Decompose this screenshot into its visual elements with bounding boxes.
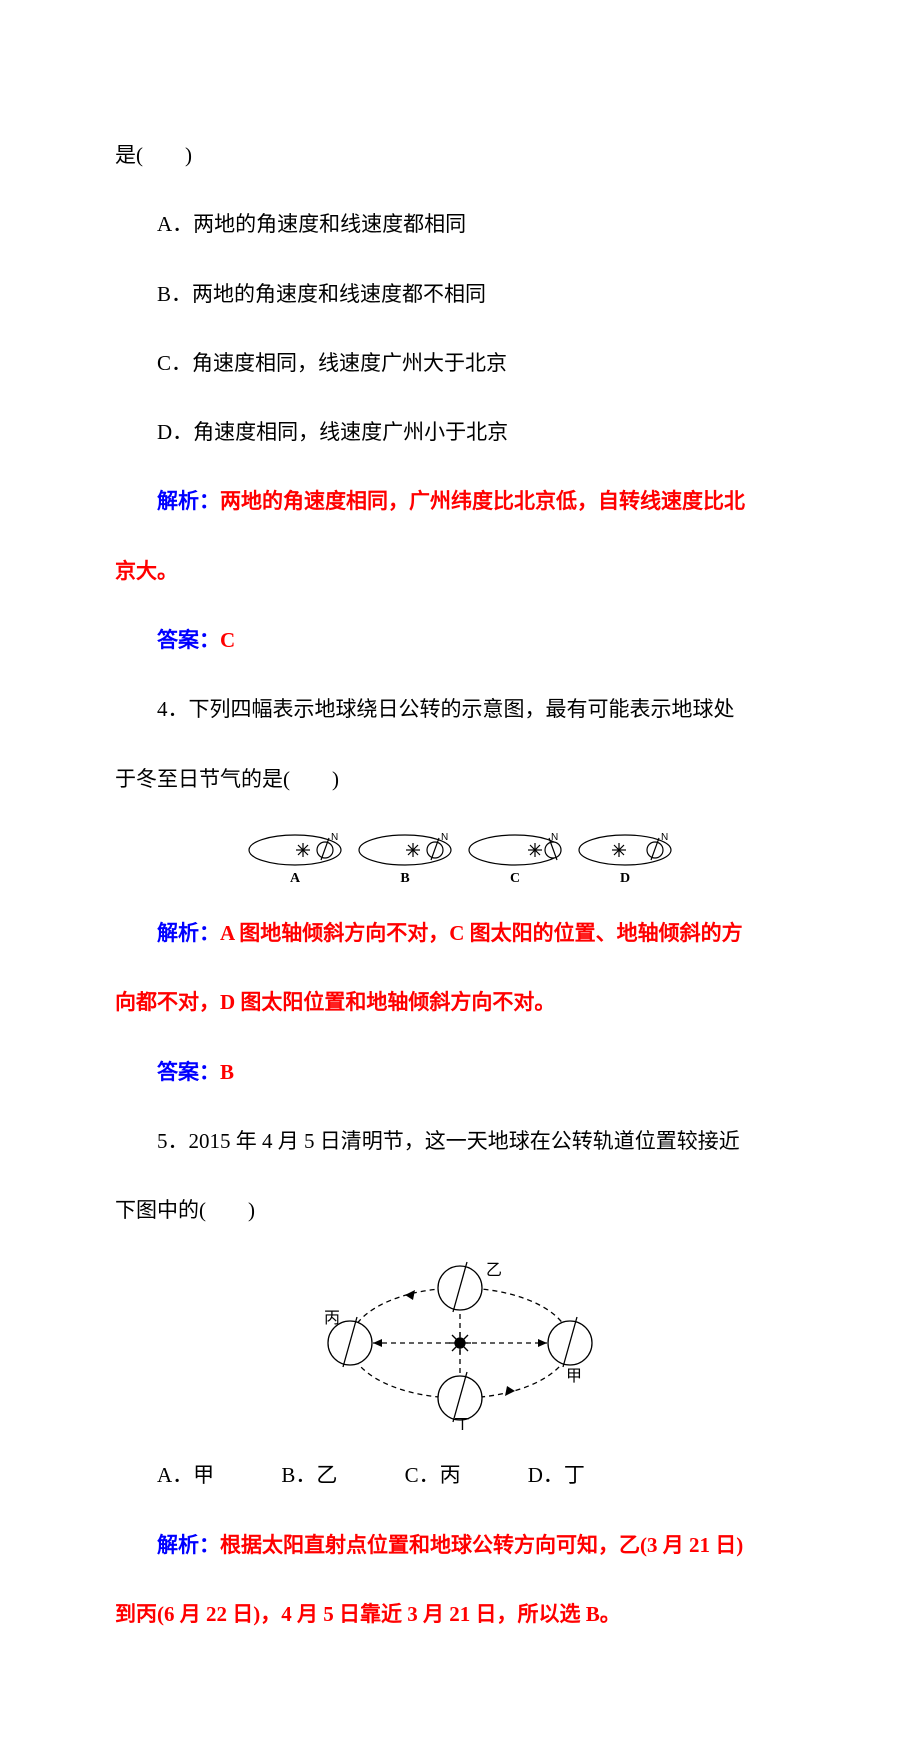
svg-text:乙: 乙: [486, 1262, 502, 1279]
svg-text:N: N: [661, 832, 668, 843]
svg-text:丁: 丁: [454, 1417, 470, 1430]
explain-label: 解析：: [157, 489, 220, 513]
q5-option-b: B．乙: [281, 1463, 337, 1487]
q3-option-c: C．角速度相同，线速度广州大于北京: [115, 339, 805, 387]
q3-explanation-line1: 解析：两地的角速度相同，广州纬度比北京低，自转线速度比北: [115, 477, 805, 525]
q3-option-d: D．角速度相同，线速度广州小于北京: [115, 408, 805, 456]
q4-answer: 答案：B: [115, 1048, 805, 1096]
svg-text:N: N: [331, 832, 338, 843]
svg-text:丙: 丙: [324, 1310, 340, 1327]
document-page: 是( ) A．两地的角速度和线速度都相同 B．两地的角速度和线速度都不相同 C．…: [0, 0, 920, 1739]
svg-text:D: D: [620, 871, 630, 886]
answer-text: C: [220, 628, 235, 652]
svg-text:甲: 甲: [566, 1368, 582, 1385]
explain-label: 解析：: [157, 1533, 220, 1557]
q5-option-d: D．丁: [528, 1463, 585, 1487]
q4-stem-line2: 于冬至日节气的是( ): [115, 755, 805, 803]
q4-explanation-line1: 解析：A 图地轴倾斜方向不对，C 图太阳的位置、地轴倾斜的方: [115, 909, 805, 957]
explain-text: 到丙(6 月 22 日)，4 月 5 日靠近 3 月 21 日，所以选 B。: [115, 1602, 621, 1626]
q3-explanation-line2: 京大。: [115, 547, 805, 595]
q5-explanation-line2: 到丙(6 月 22 日)，4 月 5 日靠近 3 月 21 日，所以选 B。: [115, 1590, 805, 1638]
answer-label: 答案：: [157, 1060, 220, 1084]
q5-option-a: A．甲: [157, 1463, 214, 1487]
svg-text:C: C: [510, 871, 520, 886]
q3-option-b: B．两地的角速度和线速度都不相同: [115, 270, 805, 318]
explain-text: 向都不对，D 图太阳位置和地轴倾斜方向不对。: [115, 990, 555, 1014]
answer-text: B: [220, 1060, 234, 1084]
q5-option-c: C．丙: [405, 1463, 461, 1487]
q4-orbit-svg: N N: [240, 824, 680, 888]
q5-explanation-line1: 解析：根据太阳直射点位置和地球公转方向可知，乙(3 月 21 日): [115, 1521, 805, 1569]
q5-stem-line1: 5．2015 年 4 月 5 日清明节，这一天地球在公转轨道位置较接近: [115, 1117, 805, 1165]
explain-label: 解析：: [157, 921, 220, 945]
q4-explanation-line2: 向都不对，D 图太阳位置和地轴倾斜方向不对。: [115, 978, 805, 1026]
q3-answer: 答案：C: [115, 616, 805, 664]
answer-label: 答案：: [157, 628, 220, 652]
q5-options: A．甲 B．乙 C．丙 D．丁: [115, 1451, 805, 1499]
q5-orbit-svg: 乙 甲 丁 丙: [310, 1255, 610, 1430]
explain-text: 根据太阳直射点位置和地球公转方向可知，乙(3 月 21 日): [220, 1533, 743, 1557]
svg-text:N: N: [551, 832, 558, 843]
q3-option-a: A．两地的角速度和线速度都相同: [115, 200, 805, 248]
q4-stem-line1: 4．下列四幅表示地球绕日公转的示意图，最有可能表示地球处: [115, 685, 805, 733]
svg-text:B: B: [400, 871, 409, 886]
svg-text:A: A: [290, 871, 301, 886]
q4-diagram: N N: [115, 824, 805, 888]
q5-stem-line2: 下图中的( ): [115, 1186, 805, 1234]
explain-text: A 图地轴倾斜方向不对，C 图太阳的位置、地轴倾斜的方: [220, 921, 743, 945]
svg-text:N: N: [441, 832, 448, 843]
q5-diagram: 乙 甲 丁 丙: [115, 1255, 805, 1430]
explain-text: 京大。: [115, 559, 178, 583]
explain-text: 两地的角速度相同，广州纬度比北京低，自转线速度比北: [220, 489, 745, 513]
q3-stem-tail: 是( ): [115, 131, 805, 179]
